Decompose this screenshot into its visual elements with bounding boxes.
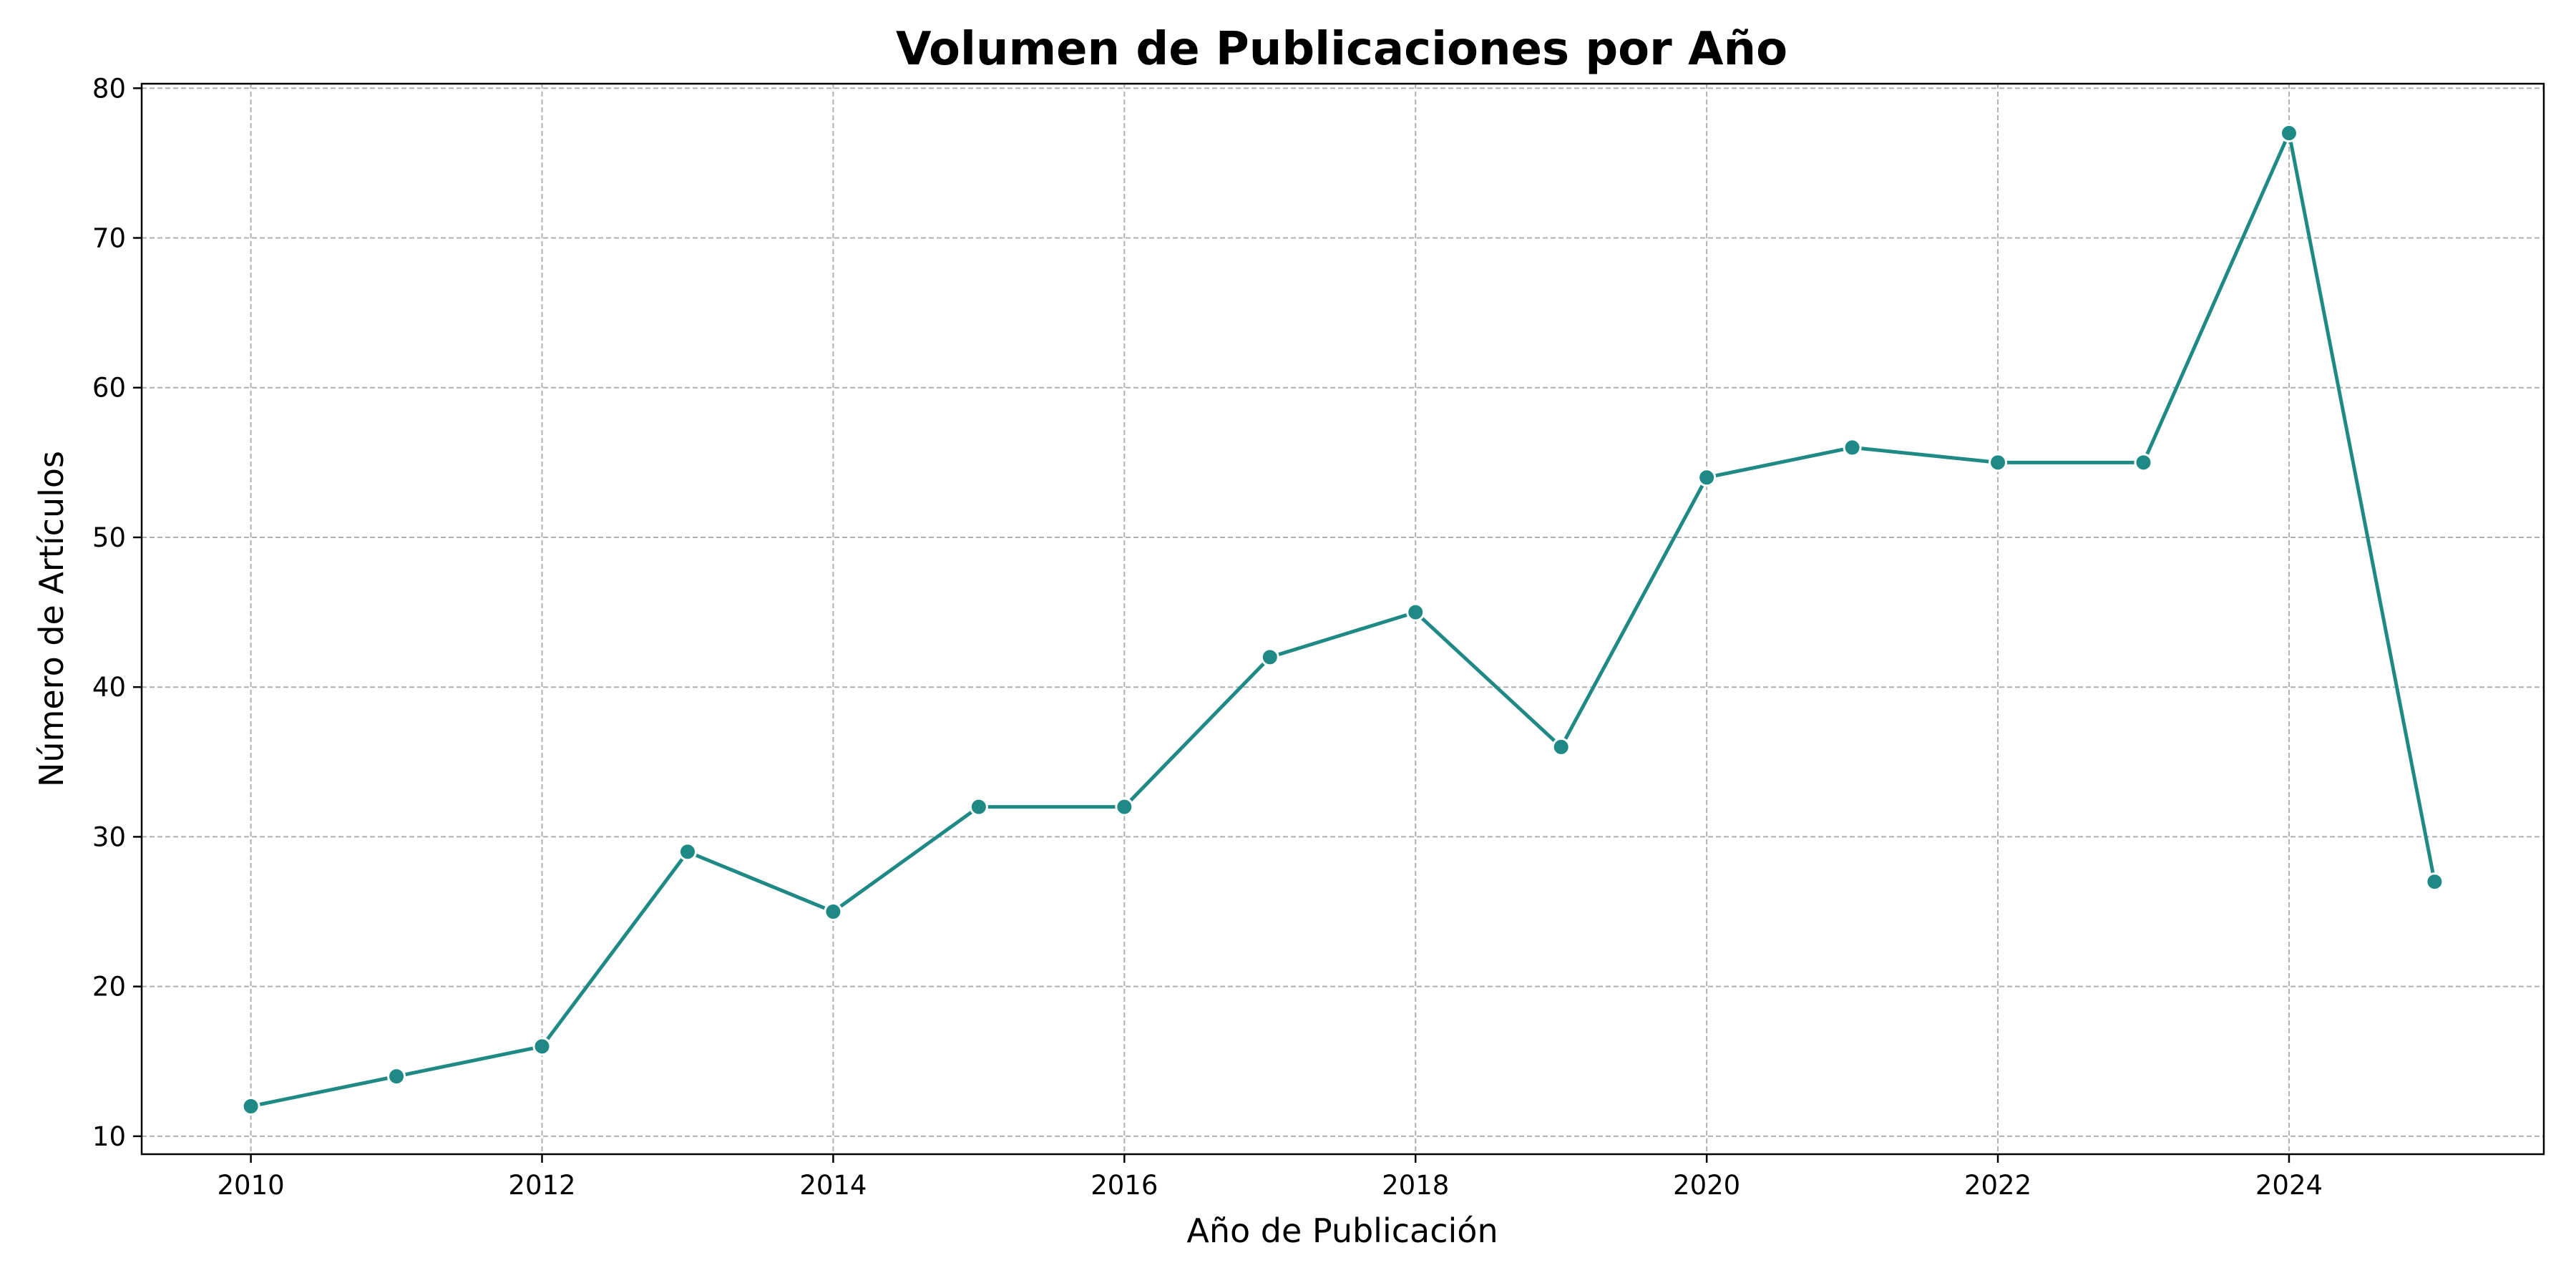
x-tick-label: 2016 (1091, 1170, 1158, 1201)
y-tick: 70 (92, 223, 142, 254)
x-tick-label: 2012 (508, 1170, 575, 1201)
x-tick: 2018 (1382, 1154, 1449, 1201)
x-tick-label: 2014 (799, 1170, 867, 1201)
x-tick-label: 2018 (1382, 1170, 1449, 1201)
data-point (1843, 438, 1862, 457)
x-tick: 2022 (1964, 1154, 2031, 1201)
data-point (2279, 124, 2298, 143)
x-tick: 2014 (799, 1154, 867, 1201)
data-point (969, 797, 988, 816)
y-axis: 10 20 30 40 50 60 70 80 (92, 73, 142, 1152)
y-tick-label: 50 (92, 522, 126, 553)
y-tick: 80 (92, 73, 142, 104)
x-tick: 2020 (1673, 1154, 1740, 1201)
data-point (824, 902, 843, 922)
y-tick: 10 (92, 1121, 142, 1152)
x-tick-label: 2020 (1673, 1170, 1740, 1201)
data-point (1551, 737, 1571, 756)
data-point (532, 1037, 552, 1056)
y-tick: 50 (92, 522, 142, 553)
data-point (1115, 797, 1134, 816)
y-tick-label: 30 (92, 821, 126, 852)
x-axis-label: Año de Publicación (1186, 1211, 1498, 1250)
data-point (1697, 468, 1717, 487)
y-tick-label: 70 (92, 223, 126, 254)
y-tick: 30 (92, 821, 142, 852)
x-tick: 2012 (508, 1154, 576, 1201)
x-tick: 2016 (1091, 1154, 1158, 1201)
data-point (678, 842, 697, 862)
x-tick-label: 2024 (2255, 1170, 2323, 1201)
y-tick: 40 (92, 672, 142, 703)
y-tick-label: 80 (92, 73, 126, 104)
x-tick-label: 2010 (218, 1170, 285, 1201)
x-tick: 2024 (2255, 1154, 2323, 1201)
data-point (2425, 872, 2444, 892)
y-axis-label: Número de Artículos (32, 451, 71, 787)
x-tick-label: 2022 (1964, 1170, 2031, 1201)
y-tick-label: 10 (92, 1121, 126, 1152)
data-point (387, 1067, 406, 1086)
x-tick: 2010 (218, 1154, 285, 1201)
y-tick: 60 (92, 373, 142, 404)
y-tick-label: 60 (92, 373, 126, 404)
data-point (1406, 602, 1425, 622)
y-tick: 20 (92, 972, 142, 1002)
y-tick-label: 20 (92, 972, 126, 1002)
data-point (1989, 453, 2008, 472)
data-point (1260, 648, 1279, 667)
data-point (241, 1097, 260, 1116)
series-line (250, 131, 2436, 1108)
series-group (241, 124, 2444, 1116)
chart-title: Volumen de Publicaciones por Año (896, 23, 1787, 76)
grid (142, 84, 2544, 1154)
y-tick-label: 40 (92, 672, 126, 703)
plot-frame (140, 82, 2545, 1156)
data-point (2134, 453, 2153, 472)
x-axis: 2010 2012 2014 2016 2018 2020 2022 2024 (218, 1154, 2323, 1201)
